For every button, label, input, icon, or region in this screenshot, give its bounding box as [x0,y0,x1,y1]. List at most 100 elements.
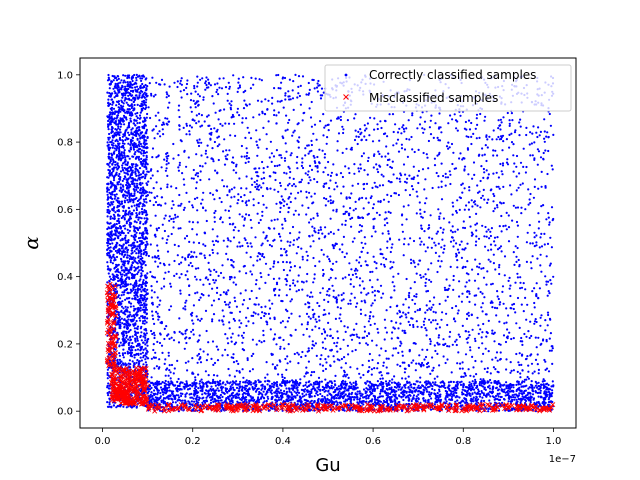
data-point [373,398,377,401]
data-point [141,351,144,354]
data-point [406,380,409,383]
data-point [121,247,124,250]
data-point [137,249,140,252]
data-point [143,294,146,297]
data-point [459,404,462,407]
data-point [163,382,166,385]
data-point [135,203,138,206]
data-point [133,178,137,181]
data-point [283,390,286,393]
data-point [487,385,490,388]
data-point [268,384,271,387]
data-point [136,327,139,331]
data-point [114,139,117,143]
data-point [109,113,112,116]
data-point [130,177,133,180]
data-point [128,210,131,213]
data-point [142,341,145,344]
data-point [178,396,181,399]
data-point [445,392,448,395]
data-point [519,383,522,386]
data-point [134,296,137,299]
data-point [221,391,224,394]
data-point [152,382,155,385]
data-point [209,399,213,402]
data-point [111,103,114,106]
data-point [130,205,133,208]
data-point [112,176,116,179]
data-point [109,215,112,218]
data-point [367,397,370,400]
data-point [261,395,264,398]
data-point [116,75,119,78]
data-point [137,363,140,366]
data-point [131,342,134,345]
data-point [150,391,153,394]
data-point [337,385,340,388]
data-point [133,185,136,188]
data-point [115,166,118,169]
data-point [181,399,184,402]
data-point [212,381,215,384]
data-point [124,341,127,344]
data-point [129,283,132,286]
data-point [226,380,229,383]
data-point [130,234,133,237]
data-point [136,339,139,342]
data-point [131,261,134,265]
data-point [116,197,119,200]
data-point [514,393,518,396]
data-point [106,392,109,395]
data-point [135,227,138,230]
data-point [113,135,116,138]
data-point [128,108,131,111]
data-point [177,388,180,391]
data-point [146,213,149,216]
data-point [285,398,288,401]
data-point [135,82,138,85]
data-point [126,287,129,291]
data-point [459,383,463,386]
data-point [120,151,123,154]
data-point [116,84,119,88]
data-point [129,215,132,218]
data-point [144,78,147,81]
data-point [145,191,148,194]
data-point [110,152,113,155]
data-point [107,246,110,250]
data-point [331,396,334,399]
data-point [119,239,122,242]
data-point [144,243,147,247]
data-point [240,389,243,392]
data-point [217,389,220,392]
data-point [430,391,433,395]
data-point [115,222,118,226]
data-point [126,108,129,111]
data-point [115,229,118,232]
data-point [110,128,113,131]
data-point [108,161,111,164]
data-point [397,401,400,404]
data-point [141,90,144,93]
data-point [138,198,141,201]
data-point [138,191,141,194]
data-point [137,259,141,262]
data-point [124,156,127,159]
data-point [327,389,330,392]
data-point [123,199,126,202]
data-point [108,123,111,126]
data-point [130,406,133,409]
data-point [366,380,369,383]
data-point [125,277,128,280]
data-point [341,379,345,382]
data-point [108,275,111,278]
data-point [129,81,132,84]
data-point [127,231,130,234]
data-point [117,279,120,283]
data-point [318,383,321,387]
data-point [106,215,109,218]
data-point [131,360,134,363]
data-point [275,403,278,406]
data-point [124,239,127,242]
data-point [136,186,139,189]
